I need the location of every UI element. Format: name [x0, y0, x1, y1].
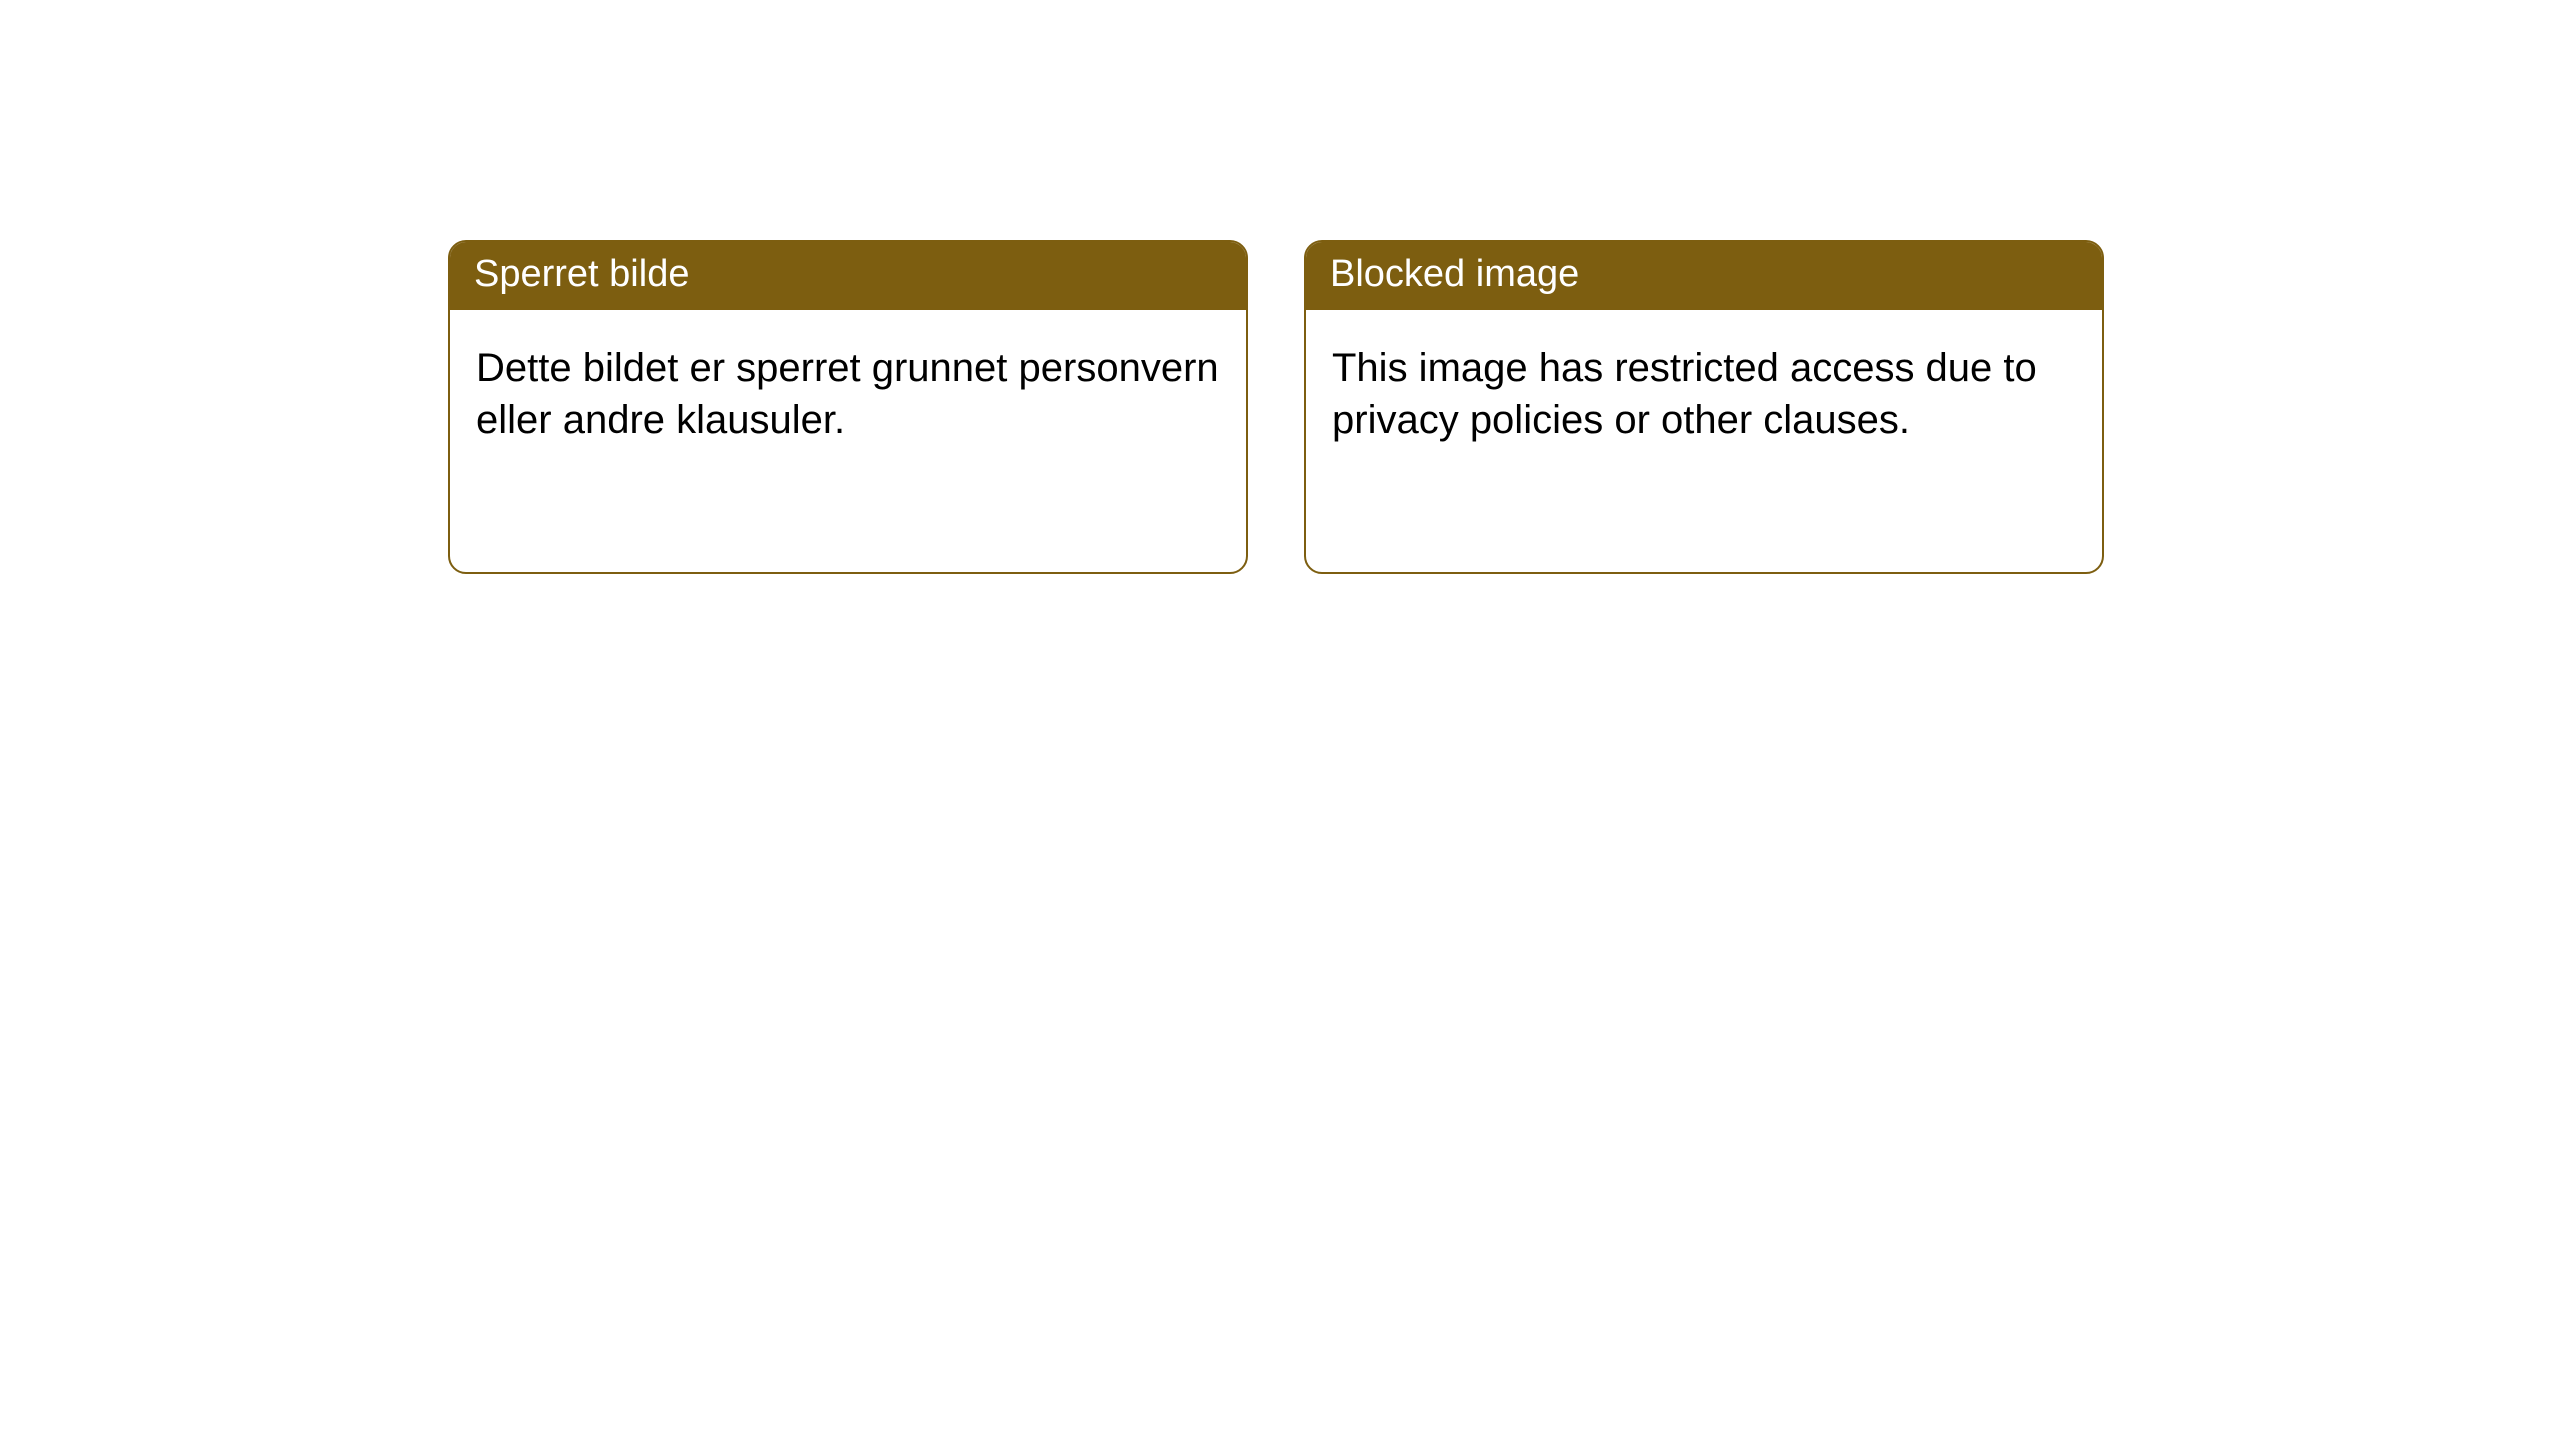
- card-body: This image has restricted access due to …: [1306, 310, 2102, 478]
- notice-container: Sperret bilde Dette bildet er sperret gr…: [448, 240, 2104, 574]
- card-body-text: This image has restricted access due to …: [1332, 346, 2037, 442]
- notice-card-english: Blocked image This image has restricted …: [1304, 240, 2104, 574]
- notice-card-norwegian: Sperret bilde Dette bildet er sperret gr…: [448, 240, 1248, 574]
- card-body-text: Dette bildet er sperret grunnet personve…: [476, 346, 1219, 442]
- card-header: Blocked image: [1306, 242, 2102, 310]
- card-title: Blocked image: [1330, 253, 1579, 295]
- card-title: Sperret bilde: [474, 253, 689, 295]
- card-header: Sperret bilde: [450, 242, 1246, 310]
- card-body: Dette bildet er sperret grunnet personve…: [450, 310, 1246, 478]
